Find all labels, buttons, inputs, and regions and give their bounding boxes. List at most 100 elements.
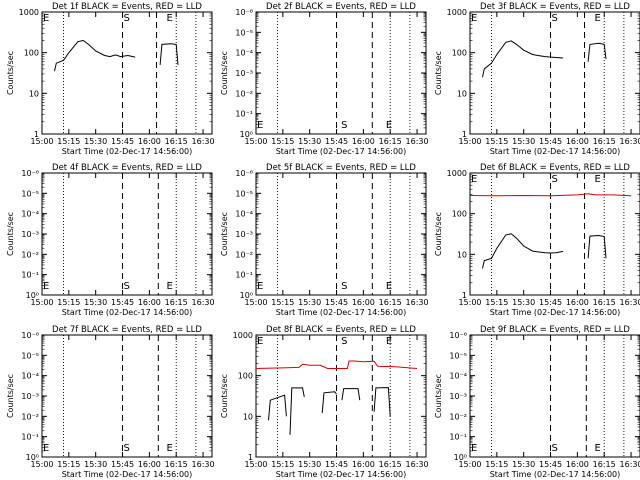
y-tick-label: 10⁻⁶ xyxy=(21,331,39,340)
x-tick-label: 16:00 xyxy=(138,460,161,469)
x-tick-label: 16:00 xyxy=(352,298,375,307)
events-series-line xyxy=(482,40,564,78)
y-tick-label: 100 xyxy=(238,372,253,381)
marker-e: E xyxy=(594,443,600,454)
panel-title: Det 4f BLACK = Events, RED = LLD xyxy=(52,163,202,173)
y-axis-label: Counts/sec xyxy=(6,374,15,418)
marker-s: S xyxy=(552,174,558,185)
panel-title: Det 1f BLACK = Events, RED = LLD xyxy=(52,2,202,12)
x-tick-label: 16:00 xyxy=(352,137,375,146)
marker-s: S xyxy=(124,443,130,454)
x-tick-label: 16:15 xyxy=(593,460,616,469)
panel-title: Det 8f BLACK = Events, RED = LLD xyxy=(266,325,416,335)
y-tick-label: 10 xyxy=(29,89,39,98)
marker-e: E xyxy=(471,174,477,185)
y-tick-label: 100 xyxy=(452,210,467,219)
x-tick-label: 16:15 xyxy=(165,460,188,469)
marker-e: E xyxy=(43,281,49,292)
events-series-line xyxy=(54,39,136,72)
events-series-line xyxy=(268,394,287,421)
y-tick-label: 10⁰ xyxy=(240,291,253,300)
y-tick-label: 10⁻¹ xyxy=(21,433,39,442)
x-tick-label: 15:45 xyxy=(539,137,562,146)
marker-e: E xyxy=(386,336,392,347)
x-tick-label: 15:45 xyxy=(325,137,348,146)
x-tick-label: 16:15 xyxy=(165,298,188,307)
x-tick-label: 15:15 xyxy=(271,298,294,307)
y-tick-label: 10⁻⁶ xyxy=(21,169,39,178)
events-series-line xyxy=(341,388,361,401)
y-tick-label: 10⁻⁵ xyxy=(21,189,39,198)
x-tick-label: 15:30 xyxy=(298,460,321,469)
y-axis-label: Counts/sec xyxy=(220,212,229,256)
y-tick-label: 10⁰ xyxy=(240,130,253,139)
y-tick-label: 10⁻² xyxy=(21,412,39,421)
x-tick-label: 15:15 xyxy=(57,460,80,469)
y-axis-label: Counts/sec xyxy=(434,51,443,95)
x-tick-label: 16:15 xyxy=(379,137,402,146)
marker-e: E xyxy=(386,120,392,131)
panel-det-7: Det 7f BLACK = Events, RED = LLD 10⁰ 10⁻¹ 1… xyxy=(6,325,215,479)
x-tick-label: 16:15 xyxy=(379,460,402,469)
y-tick-label: 10⁻⁴ xyxy=(235,49,253,58)
marker-s: S xyxy=(341,120,347,131)
y-tick-label: 10 xyxy=(243,412,253,421)
lld-series-line xyxy=(469,193,632,197)
y-tick-label: 10⁻² xyxy=(235,89,253,98)
marker-s: S xyxy=(341,281,347,292)
x-axis-label: Start Time (02-Dec-17 14:56:00) xyxy=(62,147,193,156)
marker-e: E xyxy=(166,13,172,24)
x-tick-label: 15:45 xyxy=(325,298,348,307)
y-axis-label: Counts/sec xyxy=(434,374,443,418)
panel-title: Det 2f BLACK = Events, RED = LLD xyxy=(266,2,416,12)
x-tick-label: 16:00 xyxy=(566,137,589,146)
x-tick-label: 15:45 xyxy=(111,298,134,307)
x-tick-label: 15:15 xyxy=(271,460,294,469)
marker-e: E xyxy=(594,174,600,185)
x-tick-label: 16:15 xyxy=(593,137,616,146)
y-tick-label: 10⁻³ xyxy=(449,392,467,401)
plot-frame xyxy=(255,334,427,458)
marker-e: E xyxy=(471,13,477,24)
y-axis-label: Counts/sec xyxy=(220,51,229,95)
panel-det-2: Det 2f BLACK = Events, RED = LLD 10⁰ 10⁻¹ 1… xyxy=(220,2,429,156)
y-tick-label: 1000 xyxy=(19,8,39,17)
panel-det-3: Det 3f BLACK = Events, RED = LLD 1 10 100 10… xyxy=(434,2,640,156)
panel-det-5: Det 5f BLACK = Events, RED = LLD 10⁰ 10⁻¹ 1… xyxy=(220,163,429,317)
y-tick-label: 100 xyxy=(24,49,39,58)
x-tick-label: 15:30 xyxy=(84,137,107,146)
x-tick-label: 15:30 xyxy=(84,460,107,469)
x-axis-label: Start Time (02-Dec-17 14:56:00) xyxy=(62,470,193,479)
y-tick-label: 10⁻¹ xyxy=(449,433,467,442)
marker-e: E xyxy=(257,336,263,347)
y-tick-label: 10⁻⁴ xyxy=(21,210,39,219)
marker-s: S xyxy=(552,443,558,454)
marker-s: S xyxy=(124,13,130,24)
y-tick-label: 10⁻⁴ xyxy=(21,372,39,381)
lld-series-line xyxy=(255,360,418,369)
x-tick-label: 15:15 xyxy=(485,298,508,307)
marker-s: S xyxy=(552,13,558,24)
y-tick-label: 10⁻² xyxy=(235,250,253,259)
x-tick-label: 15:30 xyxy=(512,298,535,307)
y-axis-label: Counts/sec xyxy=(434,212,443,256)
x-tick-label: 16:30 xyxy=(192,460,215,469)
x-tick-label: 16:30 xyxy=(192,137,215,146)
x-tick-label: 15:00 xyxy=(244,298,267,307)
x-tick-label: 15:15 xyxy=(485,137,508,146)
y-tick-label: 10⁰ xyxy=(26,291,39,300)
x-tick-label: 16:00 xyxy=(566,298,589,307)
marker-e: E xyxy=(594,13,600,24)
y-tick-label: 10 xyxy=(457,250,467,259)
y-tick-label: 10⁻² xyxy=(21,250,39,259)
marker-e: E xyxy=(471,443,477,454)
marker-e: E xyxy=(166,281,172,292)
x-tick-label: 15:30 xyxy=(298,137,321,146)
events-series-line xyxy=(159,43,179,65)
x-tick-label: 16:00 xyxy=(566,460,589,469)
events-series-line xyxy=(373,387,391,417)
x-tick-label: 15:00 xyxy=(458,298,481,307)
plot-frame xyxy=(255,11,427,135)
y-tick-label: 10⁻⁵ xyxy=(21,351,39,360)
